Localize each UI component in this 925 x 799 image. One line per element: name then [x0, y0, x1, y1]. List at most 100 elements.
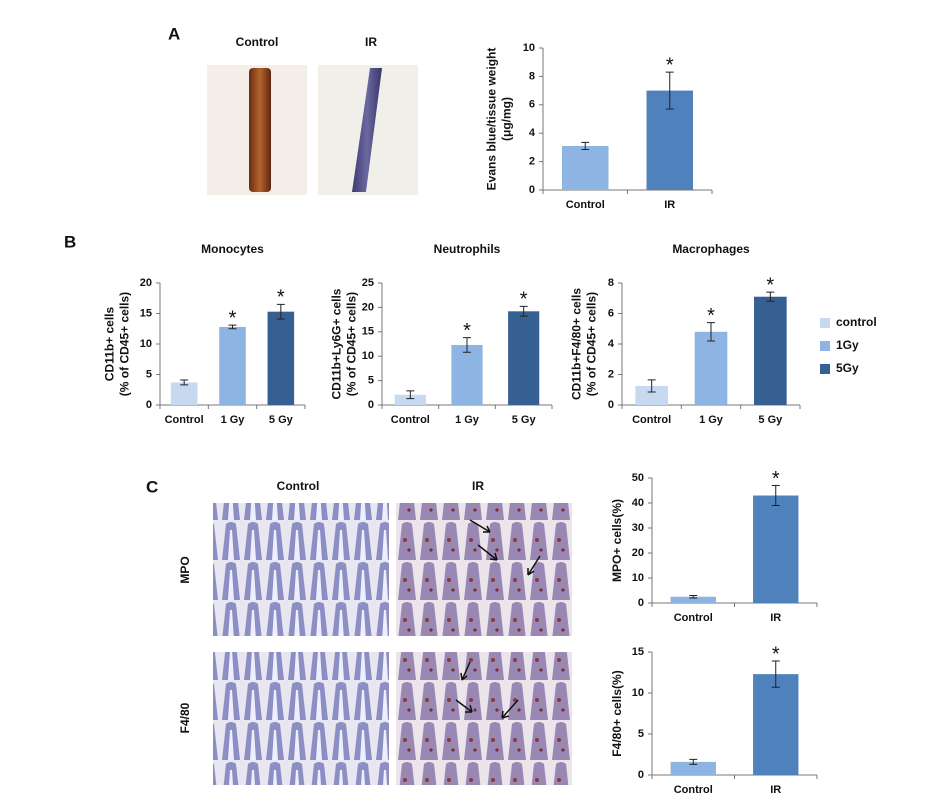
y-tick-label: 15 — [632, 646, 644, 658]
x-tick-label: 5 Gy — [512, 414, 537, 426]
chart-title: Monocytes — [201, 242, 264, 256]
error-bar — [228, 324, 237, 330]
significance: * — [707, 305, 715, 327]
chart-title: Neutrophils — [434, 242, 501, 256]
image-label: Control — [236, 35, 279, 49]
error-bar — [180, 379, 189, 386]
y-tick-label: 0 — [608, 399, 614, 411]
y-tick-label: 0 — [146, 399, 152, 411]
bar — [170, 382, 198, 405]
x-tick-label: Control — [165, 414, 204, 426]
y-tick-label: 5 — [638, 728, 644, 740]
error-bar — [771, 485, 780, 506]
error-bar — [581, 141, 590, 151]
y-axis-label: CD11b+Ly6G+ cells — [330, 288, 344, 399]
bar — [753, 674, 799, 775]
error-bar — [276, 303, 285, 320]
y-tick-label: 0 — [529, 184, 535, 196]
row-label: MPO — [178, 556, 192, 583]
micrograph — [213, 652, 389, 785]
y-tick-label: 20 — [140, 277, 152, 289]
x-tick-label: Control — [674, 612, 713, 624]
image-label: Control — [277, 479, 320, 493]
error-bar — [689, 595, 698, 599]
x-tick-label: 5 Gy — [269, 414, 294, 426]
y-tick-label: 15 — [140, 307, 152, 319]
error-bar — [463, 337, 471, 353]
y-tick-label: 0 — [368, 399, 374, 411]
bar — [267, 311, 295, 405]
y-tick-label: 40 — [632, 497, 644, 509]
error-bar — [771, 660, 780, 688]
legend-swatch — [820, 318, 830, 328]
x-tick-label: Control — [674, 784, 713, 796]
panel-label: C — [146, 477, 158, 496]
y-tick-label: 10 — [632, 572, 644, 584]
error-bar — [689, 758, 698, 765]
x-tick-label: 1 Gy — [455, 414, 480, 426]
y-tick-label: 50 — [632, 472, 644, 484]
micrograph — [396, 652, 572, 785]
arrows — [455, 519, 541, 719]
error-bar — [519, 305, 528, 317]
y-axis-label: (μg/mg) — [500, 97, 514, 141]
y-axis-label: CD11b+F4/80+ cells — [570, 288, 584, 400]
bar — [754, 296, 787, 405]
y-axis-label: Evans blue/tissue weight — [485, 48, 499, 191]
panel-label: A — [168, 24, 180, 43]
y-tick-label: 4 — [529, 127, 536, 139]
chart-title: Macrophages — [672, 242, 750, 256]
y-tick-label: 6 — [529, 99, 535, 111]
micrograph — [213, 503, 389, 636]
y-tick-label: 5 — [368, 375, 374, 387]
legend-swatch — [820, 341, 830, 351]
y-axis-label: CD11b+ cells — [103, 306, 117, 381]
bar — [670, 761, 716, 775]
bar — [394, 394, 426, 405]
significance: * — [772, 643, 780, 665]
y-tick-label: 10 — [140, 338, 152, 350]
x-tick-label: IR — [770, 784, 781, 796]
error-bar — [406, 390, 415, 400]
x-tick-label: 5 Gy — [758, 414, 783, 426]
image-label: IR — [472, 479, 484, 493]
y-axis-label: MPO+ cells(%) — [610, 499, 624, 582]
y-tick-label: 8 — [529, 70, 535, 82]
bar — [219, 326, 246, 405]
y-axis-label: F4/80+ cells(%) — [610, 670, 624, 756]
y-tick-label: 10 — [632, 687, 644, 699]
y-axis-label: (% of CD45+ cells) — [118, 292, 132, 396]
x-tick-label: IR — [664, 199, 675, 211]
y-tick-label: 0 — [638, 597, 644, 609]
y-tick-label: 0 — [638, 769, 644, 781]
bar — [635, 385, 668, 405]
image-label: IR — [365, 35, 377, 49]
micrograph — [396, 503, 572, 636]
significance: * — [463, 320, 471, 342]
y-axis-label: (% of CD45+ cells) — [585, 292, 599, 396]
y-tick-label: 4 — [608, 338, 615, 350]
panel-label: B — [64, 232, 76, 251]
error-bar — [647, 379, 656, 393]
y-tick-label: 6 — [608, 307, 614, 319]
legend-label: 5Gy — [836, 361, 859, 375]
row-label: F4/80 — [178, 702, 192, 733]
significance: * — [520, 289, 528, 311]
bar — [753, 495, 799, 603]
bar — [694, 331, 728, 405]
y-tick-label: 20 — [632, 547, 644, 559]
x-tick-label: Control — [632, 414, 671, 426]
legend-label: 1Gy — [836, 338, 859, 352]
legend-swatch — [820, 364, 830, 374]
y-tick-label: 2 — [608, 368, 614, 380]
y-tick-label: 8 — [608, 277, 614, 289]
y-tick-label: 10 — [362, 350, 374, 362]
error-bar — [766, 291, 775, 302]
significance: * — [666, 54, 674, 76]
y-tick-label: 20 — [362, 301, 374, 313]
x-tick-label: Control — [566, 199, 605, 211]
bar — [508, 311, 540, 405]
legend-label: control — [836, 315, 877, 329]
y-tick-label: 2 — [529, 156, 535, 168]
